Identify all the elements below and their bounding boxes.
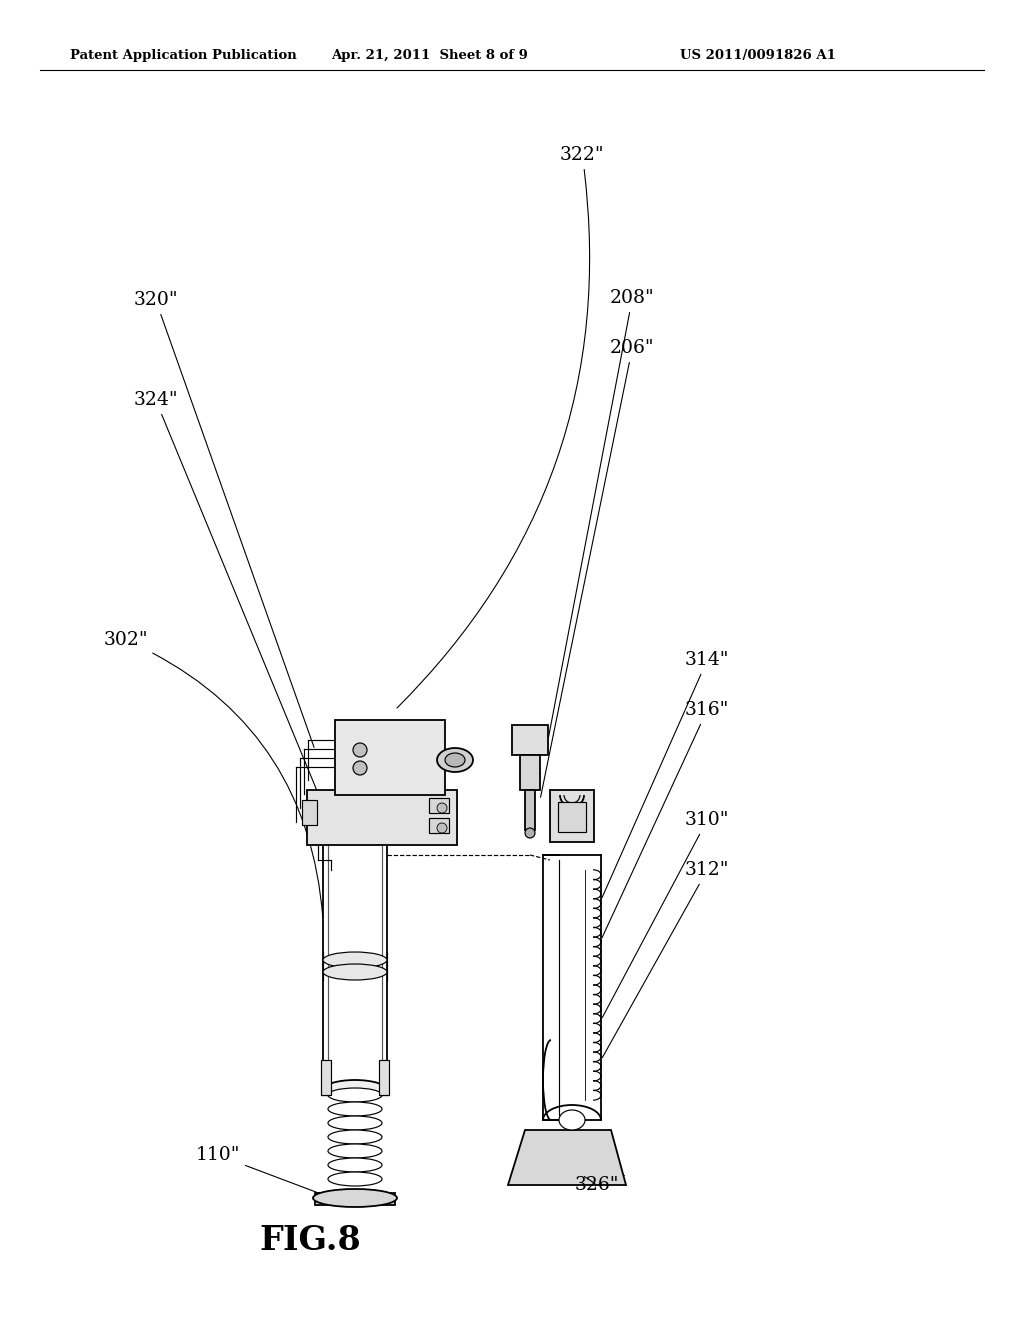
Ellipse shape: [525, 828, 535, 838]
Bar: [558, 803, 586, 832]
Ellipse shape: [328, 1115, 382, 1130]
Bar: [520, 755, 540, 789]
Ellipse shape: [353, 762, 367, 775]
Ellipse shape: [328, 1088, 382, 1102]
Ellipse shape: [328, 1144, 382, 1158]
Ellipse shape: [328, 1130, 382, 1144]
Text: 208": 208": [549, 289, 654, 738]
Bar: [321, 1060, 331, 1096]
Text: 206": 206": [541, 339, 654, 797]
Text: 302": 302": [103, 631, 323, 917]
Text: 110": 110": [196, 1146, 342, 1203]
Text: 326": 326": [575, 1176, 620, 1195]
Bar: [429, 818, 449, 833]
Ellipse shape: [323, 1080, 387, 1100]
Ellipse shape: [313, 1189, 397, 1206]
Text: 320": 320": [133, 290, 314, 747]
Bar: [512, 725, 548, 755]
Ellipse shape: [323, 810, 387, 830]
Text: Patent Application Publication: Patent Application Publication: [70, 49, 297, 62]
Bar: [302, 800, 317, 825]
Ellipse shape: [445, 752, 465, 767]
Bar: [335, 719, 445, 795]
Polygon shape: [508, 1130, 626, 1185]
Text: 316": 316": [602, 701, 729, 937]
Text: Apr. 21, 2011  Sheet 8 of 9: Apr. 21, 2011 Sheet 8 of 9: [332, 49, 528, 62]
Text: FIG.8: FIG.8: [259, 1224, 360, 1257]
Text: 322": 322": [397, 147, 604, 708]
Bar: [307, 789, 457, 845]
Text: US 2011/0091826 A1: US 2011/0091826 A1: [680, 49, 836, 62]
Ellipse shape: [328, 1172, 382, 1185]
Ellipse shape: [328, 1158, 382, 1172]
Ellipse shape: [328, 1102, 382, 1115]
Bar: [379, 1060, 389, 1096]
Bar: [315, 1193, 395, 1205]
Text: 310": 310": [602, 810, 729, 1018]
Ellipse shape: [353, 743, 367, 756]
Ellipse shape: [559, 1110, 585, 1130]
Ellipse shape: [437, 803, 447, 813]
Ellipse shape: [323, 952, 387, 968]
Text: 312": 312": [602, 861, 729, 1057]
Ellipse shape: [437, 748, 473, 772]
Ellipse shape: [323, 964, 387, 979]
Text: 324": 324": [133, 391, 326, 812]
Bar: [429, 799, 449, 813]
Text: 314": 314": [602, 651, 729, 898]
Ellipse shape: [437, 822, 447, 833]
Bar: [550, 789, 594, 842]
Bar: [525, 789, 535, 830]
